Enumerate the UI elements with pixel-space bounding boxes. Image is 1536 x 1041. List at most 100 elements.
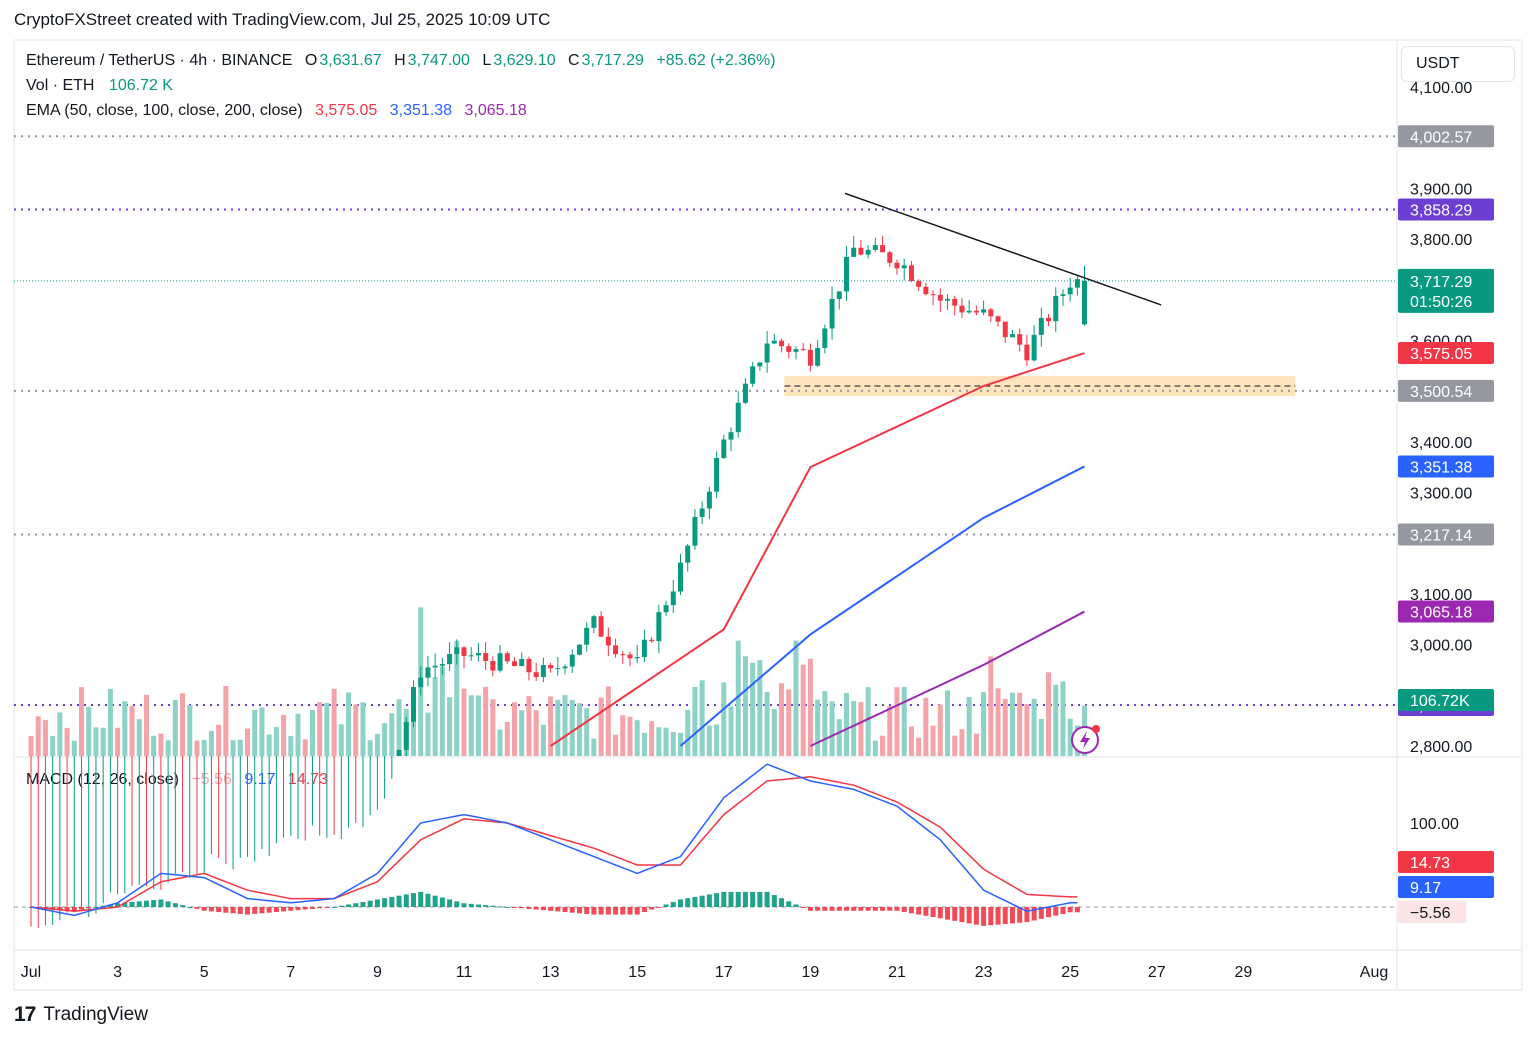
macd-histogram-bar — [93, 907, 99, 908]
volume-bar — [930, 725, 936, 756]
macd-histogram-bar — [627, 907, 633, 915]
candle-body — [1017, 334, 1023, 345]
macd-histogram-bar — [317, 907, 323, 909]
macd-histogram-bar — [1067, 907, 1073, 913]
macd-histogram-bar — [216, 907, 222, 913]
macd-histogram-bar — [346, 904, 352, 907]
volume-bar — [136, 719, 142, 756]
volume-bar — [165, 740, 171, 756]
close-label: C — [568, 52, 580, 69]
footer-brand[interactable]: 17 TradingView — [14, 1003, 148, 1027]
macd-histogram-bar — [201, 907, 207, 911]
volume-bar — [721, 682, 727, 756]
candle-body — [923, 286, 929, 295]
candle-body — [591, 616, 597, 628]
macd-histogram-bar — [266, 907, 272, 913]
volume-bar — [439, 666, 445, 756]
macd-histogram-bar — [562, 907, 568, 913]
last-price-tag-bg — [1398, 268, 1494, 313]
macd-histogram-bar — [605, 907, 611, 915]
volume-bar — [533, 710, 539, 756]
candle-body — [533, 672, 539, 678]
volume-bar — [973, 733, 979, 756]
time-tick-label: 29 — [1235, 964, 1253, 981]
candle-body — [1024, 344, 1030, 361]
high-value: 3,747.00 — [407, 52, 470, 69]
macd-histogram-bar — [180, 905, 186, 907]
price-axis: 4,100.003,900.003,800.003,600.003,400.00… — [1410, 80, 1472, 756]
macd-histogram-bar — [526, 907, 532, 909]
macd-histogram-bar — [86, 907, 92, 909]
candle-body — [815, 347, 821, 366]
volume-bar — [237, 739, 243, 756]
macd-histogram-bar — [468, 903, 474, 907]
volume-bar — [86, 706, 92, 756]
volume-bar — [346, 692, 352, 756]
ema-tag-bg — [1398, 600, 1494, 623]
volume-bar — [670, 731, 676, 756]
volume-bar — [887, 705, 893, 756]
candle-body — [771, 340, 777, 344]
candle-body — [981, 309, 987, 313]
macd-histogram-bar — [295, 907, 301, 911]
macd-histogram-bar — [555, 907, 561, 912]
pane-frames — [13, 39, 1523, 991]
macd-histogram-bar — [887, 907, 893, 911]
macd-histogram-bar — [576, 907, 582, 914]
volume-bar — [129, 706, 135, 756]
volume-bar — [50, 736, 56, 756]
lightning-alert-icon[interactable] — [1071, 725, 1100, 754]
candle-body — [490, 660, 496, 671]
candle-body — [468, 655, 474, 657]
volume-bar — [172, 699, 178, 756]
candle-body — [447, 653, 453, 665]
macd-label[interactable]: MACD (12, 26, close) — [26, 771, 179, 788]
volume-bar — [367, 740, 373, 756]
volume-bar — [959, 729, 965, 756]
volume-bar — [692, 686, 698, 756]
volume-bar — [201, 740, 207, 756]
volume-bar — [988, 656, 994, 756]
level-tag-bg — [1398, 125, 1494, 148]
volume-bar — [216, 724, 222, 756]
macd-histogram-bar — [851, 907, 857, 911]
volume-bar — [901, 686, 907, 756]
volume-bar — [317, 702, 323, 756]
candle-body — [1009, 334, 1015, 338]
candle-body — [858, 247, 864, 255]
volume-bar — [273, 727, 279, 756]
candle-body — [894, 262, 900, 269]
candle-body — [807, 349, 813, 366]
candle-body — [656, 612, 662, 642]
macd-histogram-bar — [742, 891, 748, 907]
candle-body — [678, 562, 683, 592]
volume-bar — [252, 709, 258, 756]
candle-body — [613, 645, 619, 655]
volume-bar — [678, 732, 683, 756]
candle-body — [959, 305, 965, 313]
macd-histogram-bar — [641, 907, 647, 913]
candle-body — [605, 636, 611, 646]
volume-bar — [656, 727, 662, 756]
low-value: 3,629.10 — [493, 52, 556, 69]
candle-body — [786, 346, 792, 352]
ema-tag-bg — [1398, 342, 1494, 365]
time-tick-label: 21 — [888, 964, 906, 981]
ema-lines — [550, 352, 1085, 747]
macd-histogram-bar — [930, 907, 936, 918]
ema-tag-label: 3,575.05 — [1410, 346, 1472, 363]
price-tick-label: 3,300.00 — [1410, 486, 1472, 503]
volume-bar — [569, 699, 575, 756]
macd-histogram-bar — [685, 898, 691, 907]
candle-body — [483, 653, 489, 661]
macd-histogram-bar — [504, 907, 510, 908]
currency-select[interactable]: USDT — [1401, 46, 1515, 82]
macd-histogram-bar — [389, 896, 395, 907]
macd-histogram-bar — [245, 907, 250, 915]
volume-bar — [829, 701, 835, 756]
volume-label[interactable]: Vol · ETH — [26, 77, 95, 94]
symbol-name[interactable]: Ethereum / TetherUS · 4h · BINANCE — [26, 52, 293, 69]
macd-line-value: 9.17 — [244, 771, 276, 788]
ema-label[interactable]: EMA (50, close, 100, close, 200, close) — [26, 102, 303, 119]
